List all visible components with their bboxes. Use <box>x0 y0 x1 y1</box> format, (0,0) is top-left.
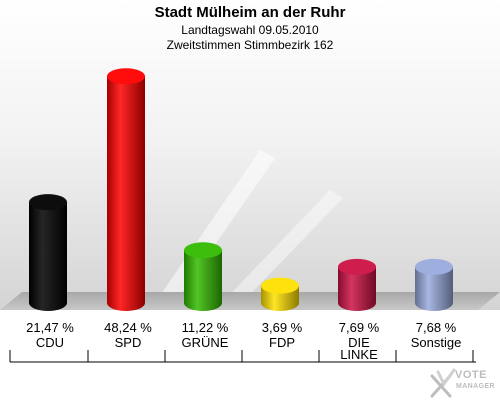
value-label: 48,24 % <box>104 320 152 335</box>
votemanager-logo-icon <box>430 368 456 398</box>
category-label: DIE LINKE <box>340 335 378 362</box>
category-label: SPD <box>114 335 142 350</box>
value-label: 3,69 % <box>261 320 303 335</box>
chart-title: Stadt Mülheim an der Ruhr <box>154 4 346 21</box>
bar-top <box>184 242 222 259</box>
bar-top <box>261 277 299 294</box>
bar-top <box>29 194 67 211</box>
bar-body <box>29 202 67 311</box>
bar-body <box>107 76 145 311</box>
bar-spd <box>107 68 145 311</box>
bar-cdu <box>29 194 67 311</box>
value-label: 11,22 % <box>181 320 229 335</box>
bar-body <box>338 266 376 311</box>
bar-sonstige <box>415 258 453 311</box>
bar-top <box>338 258 376 275</box>
value-label: 7,69 % <box>338 320 380 335</box>
value-label: 7,68 % <box>415 320 457 335</box>
bar-body <box>184 250 222 311</box>
category-label: GRÜNE <box>181 335 229 350</box>
bar-top <box>415 258 453 275</box>
category-label: CDU <box>35 335 65 350</box>
value-label: 21,47 % <box>26 320 74 335</box>
bar-fdp <box>261 277 299 311</box>
bar-body <box>415 266 453 311</box>
bar-die-linke <box>338 258 376 311</box>
bar-grüne <box>184 242 222 311</box>
chart-subtitle-district: Zweitstimmen Stimmbezirk 162 <box>166 38 334 52</box>
category-label: Sonstige <box>410 335 462 350</box>
votemanager-logo-subtext: MANAGER <box>456 383 495 390</box>
bar-top <box>107 68 145 85</box>
category-label: FDP <box>269 335 295 350</box>
chart-subtitle-election: Landtagswahl 09.05.2010 <box>181 23 319 37</box>
votemanager-logo-text: VOTE <box>455 369 487 381</box>
